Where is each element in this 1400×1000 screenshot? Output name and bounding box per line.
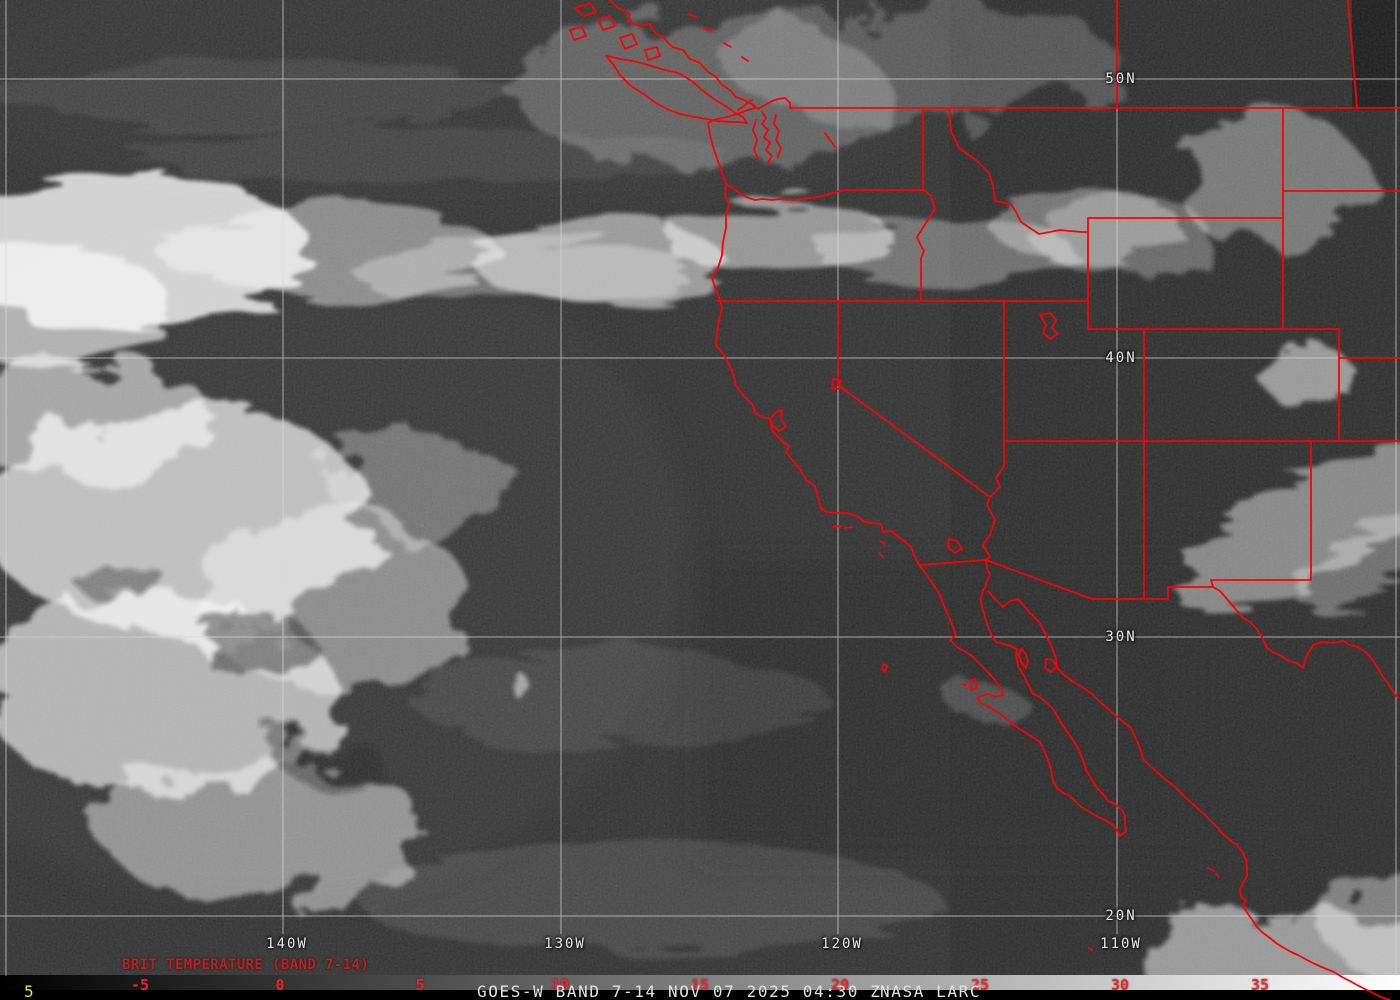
status-bar xyxy=(0,990,1400,1000)
overlay-title: BRIT TEMPERATURE (BAND 7-14) xyxy=(122,957,370,973)
colorbar-tick: 10 xyxy=(550,976,570,994)
lon-label-120w: 120W xyxy=(821,936,863,952)
lat-label-40n: 40N xyxy=(1105,350,1137,366)
colorbar-tick: 20 xyxy=(830,976,850,994)
source-label: NASA LARC xyxy=(880,982,982,1000)
colorbar-tick: 0 xyxy=(275,976,285,994)
state-borders xyxy=(716,0,1400,699)
lon-label-110w: 110W xyxy=(1100,936,1142,952)
colorbar-tick: 35 xyxy=(1250,976,1270,994)
lat-label-20n: 20N xyxy=(1105,908,1137,924)
lat-label-30n: 30N xyxy=(1105,629,1137,645)
colorbar-tick: 15 xyxy=(690,976,710,994)
lat-label-50n: 50N xyxy=(1105,71,1137,87)
lon-label-140w: 140W xyxy=(266,936,308,952)
colorbar-tick: 30 xyxy=(1110,976,1130,994)
colorbar-tick: 5 xyxy=(415,976,425,994)
coastlines xyxy=(569,0,1391,1000)
lon-label-130w: 130W xyxy=(544,936,586,952)
frame-number: 5 xyxy=(24,982,34,1000)
colorbar-tick: 25 xyxy=(970,976,990,994)
timestamp: NOV 07 2025 04:30 Z xyxy=(668,982,882,1000)
latlon-gridlines xyxy=(0,0,1400,976)
colorbar-tick: -5 xyxy=(130,976,150,994)
product-label: GOES-W BAND 7-14 xyxy=(477,982,657,1000)
